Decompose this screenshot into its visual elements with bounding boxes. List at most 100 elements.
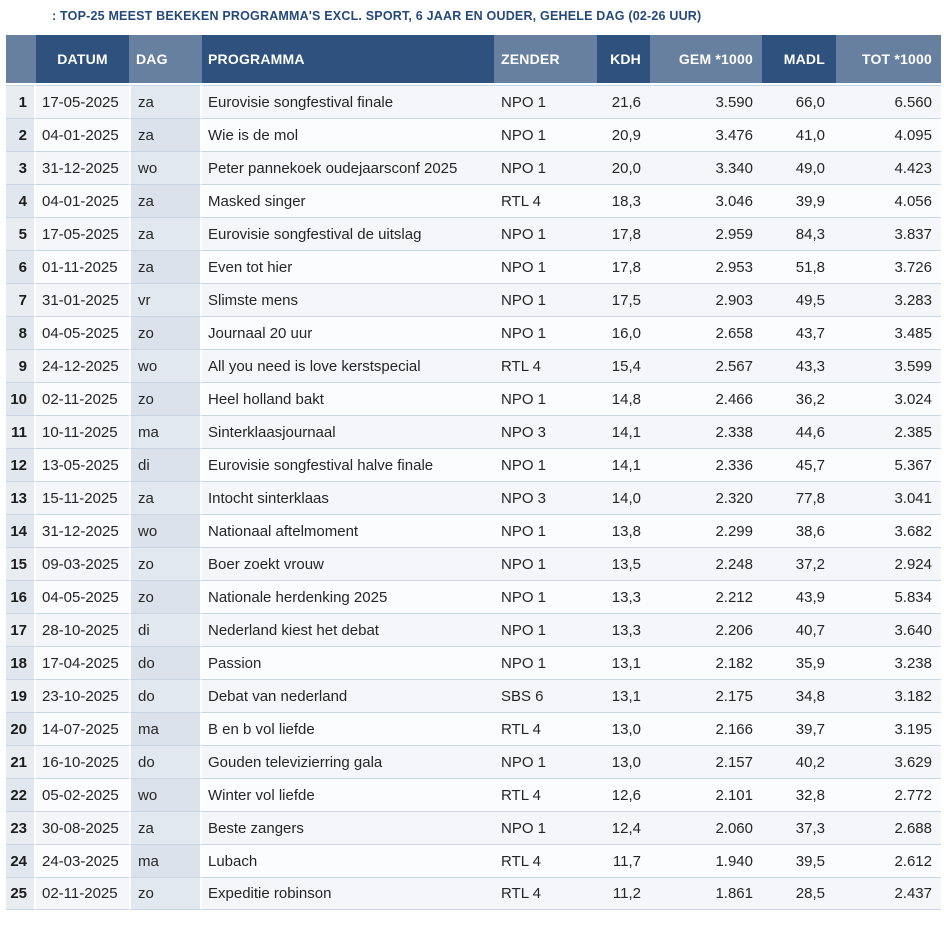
cell-programma: Masked singer — [202, 184, 494, 217]
cell-kdh: 13,0 — [597, 745, 650, 778]
cell-tot: 3.682 — [836, 514, 941, 547]
cell-rank: 13 — [6, 481, 36, 514]
cell-dag: wo — [129, 151, 202, 184]
cell-dag: ma — [129, 415, 202, 448]
cell-rank: 14 — [6, 514, 36, 547]
cell-programma: Nationale herdenking 2025 — [202, 580, 494, 613]
cell-datum: 04-05-2025 — [36, 580, 129, 613]
cell-programma: All you need is love kerstspecial — [202, 349, 494, 382]
cell-zender: NPO 3 — [494, 415, 597, 448]
cell-zender: NPO 1 — [494, 646, 597, 679]
cell-dag: di — [129, 613, 202, 646]
cell-programma: Sinterklaasjournaal — [202, 415, 494, 448]
cell-gem: 2.212 — [650, 580, 762, 613]
cell-tot: 2.924 — [836, 547, 941, 580]
cell-kdh: 13,1 — [597, 679, 650, 712]
cell-datum: 05-02-2025 — [36, 778, 129, 811]
cell-rank: 15 — [6, 547, 36, 580]
cell-programma: Wie is de mol — [202, 118, 494, 151]
cell-rank: 7 — [6, 283, 36, 316]
cell-zender: RTL 4 — [494, 877, 597, 910]
cell-kdh: 21,6 — [597, 85, 650, 118]
table-row: 15 09-03-2025 zo Boer zoekt vrouw NPO 1 13,5 2… — [6, 547, 941, 580]
cell-rank: 25 — [6, 877, 36, 910]
cell-kdh: 13,3 — [597, 580, 650, 613]
cell-gem: 2.466 — [650, 382, 762, 415]
cell-datum: 02-11-2025 — [36, 382, 129, 415]
cell-gem: 3.590 — [650, 85, 762, 118]
page-title: : TOP-25 MEEST BEKEKEN PROGRAMMA'S EXCL.… — [52, 9, 702, 23]
table-row: 3 31-12-2025 wo Peter pannekoek oudejaarsco… — [6, 151, 941, 184]
cell-datum: 17-05-2025 — [36, 217, 129, 250]
cell-kdh: 13,5 — [597, 547, 650, 580]
header-row: DATUM DAG PROGRAMMA ZENDER KDH GEM *1000 MADL T… — [6, 35, 941, 85]
ratings-table: DATUM DAG PROGRAMMA ZENDER KDH GEM *1000 MADL T… — [6, 35, 941, 910]
cell-rank: 5 — [6, 217, 36, 250]
cell-tot: 3.283 — [836, 283, 941, 316]
cell-datum: 23-10-2025 — [36, 679, 129, 712]
cell-zender: NPO 1 — [494, 151, 597, 184]
cell-kdh: 13,8 — [597, 514, 650, 547]
cell-programma: Slimste mens — [202, 283, 494, 316]
cell-madl: 32,8 — [762, 778, 836, 811]
cell-datum: 24-12-2025 — [36, 349, 129, 382]
cell-madl: 41,0 — [762, 118, 836, 151]
cell-zender: NPO 1 — [494, 448, 597, 481]
cell-programma: Boer zoekt vrouw — [202, 547, 494, 580]
cell-kdh: 12,6 — [597, 778, 650, 811]
cell-kdh: 18,3 — [597, 184, 650, 217]
cell-dag: za — [129, 811, 202, 844]
cell-datum: 31-12-2025 — [36, 514, 129, 547]
cell-gem: 1.940 — [650, 844, 762, 877]
column-header-datum: DATUM — [36, 35, 129, 85]
cell-kdh: 15,4 — [597, 349, 650, 382]
cell-programma: Intocht sinterklaas — [202, 481, 494, 514]
cell-programma: Winter vol liefde — [202, 778, 494, 811]
ratings-table-container: DATUM DAG PROGRAMMA ZENDER KDH GEM *1000 MADL T… — [6, 35, 941, 910]
cell-datum: 28-10-2025 — [36, 613, 129, 646]
cell-gem: 2.101 — [650, 778, 762, 811]
cell-tot: 3.640 — [836, 613, 941, 646]
table-row: 24 24-03-2025 ma Lubach RTL 4 11,7 1.940 39,5 2.… — [6, 844, 941, 877]
cell-tot: 2.612 — [836, 844, 941, 877]
table-row: 22 05-02-2025 wo Winter vol liefde RTL 4 12,6… — [6, 778, 941, 811]
cell-rank: 20 — [6, 712, 36, 745]
cell-madl: 28,5 — [762, 877, 836, 910]
cell-datum: 01-11-2025 — [36, 250, 129, 283]
cell-dag: za — [129, 118, 202, 151]
cell-rank: 24 — [6, 844, 36, 877]
cell-rank: 2 — [6, 118, 36, 151]
cell-kdh: 14,1 — [597, 415, 650, 448]
cell-gem: 2.175 — [650, 679, 762, 712]
cell-gem: 2.248 — [650, 547, 762, 580]
cell-datum: 31-12-2025 — [36, 151, 129, 184]
cell-kdh: 11,2 — [597, 877, 650, 910]
table-row: 13 15-11-2025 za Intocht sinterklaas NPO 3 14… — [6, 481, 941, 514]
cell-programma: Even tot hier — [202, 250, 494, 283]
cell-zender: RTL 4 — [494, 778, 597, 811]
table-row: 4 04-01-2025 za Masked singer RTL 4 18,3 3.046… — [6, 184, 941, 217]
cell-zender: NPO 3 — [494, 481, 597, 514]
cell-zender: NPO 1 — [494, 580, 597, 613]
table-row: 17 28-10-2025 di Nederland kiest het debat N… — [6, 613, 941, 646]
cell-tot: 6.560 — [836, 85, 941, 118]
cell-dag: za — [129, 85, 202, 118]
table-row: 19 23-10-2025 do Debat van nederland SBS 6 13… — [6, 679, 941, 712]
cell-datum: 04-01-2025 — [36, 184, 129, 217]
cell-gem: 2.903 — [650, 283, 762, 316]
cell-madl: 44,6 — [762, 415, 836, 448]
cell-programma: Beste zangers — [202, 811, 494, 844]
cell-dag: zo — [129, 877, 202, 910]
cell-madl: 39,9 — [762, 184, 836, 217]
cell-gem: 2.157 — [650, 745, 762, 778]
cell-gem: 2.658 — [650, 316, 762, 349]
cell-kdh: 17,8 — [597, 217, 650, 250]
cell-kdh: 13,0 — [597, 712, 650, 745]
cell-tot: 3.041 — [836, 481, 941, 514]
cell-zender: RTL 4 — [494, 349, 597, 382]
cell-tot: 2.688 — [836, 811, 941, 844]
cell-zender: NPO 1 — [494, 217, 597, 250]
cell-dag: wo — [129, 349, 202, 382]
table-row: 18 17-04-2025 do Passion NPO 1 13,1 2.182 35,9 3… — [6, 646, 941, 679]
cell-programma: Passion — [202, 646, 494, 679]
